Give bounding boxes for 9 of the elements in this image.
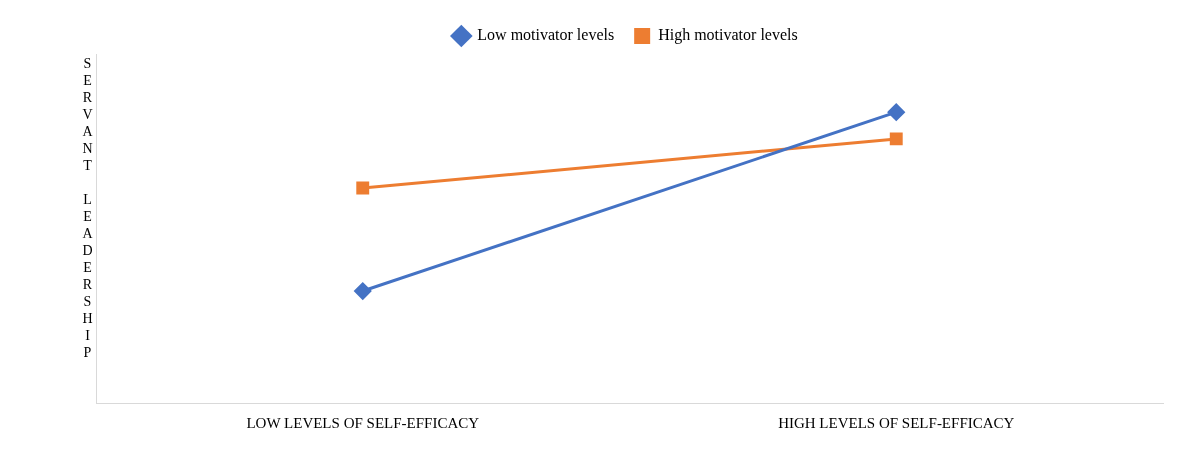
point [356, 181, 370, 195]
y-axis-title: SERVANT LEADERSHIP [80, 56, 95, 362]
x-tick-label: LOW LEVELS OF SELF-EFFICACY [246, 414, 480, 431]
point [354, 282, 372, 300]
legend-label: High motivator levels [658, 26, 798, 45]
point [889, 132, 903, 146]
legend-label: Low motivator levels [477, 26, 615, 44]
x-tick-label: HIGH LEVELS OF SELF-EFFICACY [778, 414, 1015, 431]
point [887, 103, 905, 121]
